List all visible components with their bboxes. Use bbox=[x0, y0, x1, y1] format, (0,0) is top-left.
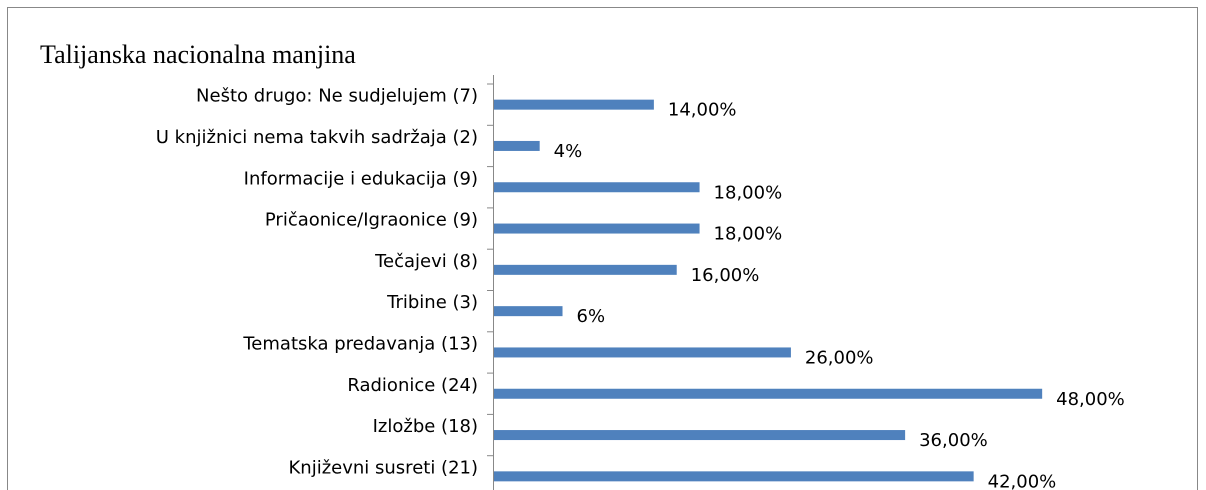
bar bbox=[494, 471, 974, 482]
category-label: Tematska predavanja (13) bbox=[242, 333, 478, 354]
category-label: Tečajevi (8) bbox=[374, 251, 478, 272]
bar bbox=[494, 388, 1043, 399]
category-label: Književni susreti (21) bbox=[289, 457, 479, 478]
value-label: 16,00% bbox=[691, 265, 760, 286]
bar bbox=[494, 347, 791, 358]
bar bbox=[494, 223, 700, 234]
bar bbox=[494, 430, 906, 441]
value-label: 36,00% bbox=[919, 430, 988, 451]
category-label: Tribine (3) bbox=[386, 292, 478, 313]
value-label: 18,00% bbox=[714, 224, 783, 245]
value-label: 48,00% bbox=[1056, 389, 1125, 410]
category-label: Izložbe (18) bbox=[373, 416, 478, 437]
value-label: 26,00% bbox=[805, 347, 874, 368]
chart-title: Talijanska nacionalna manjina bbox=[40, 40, 356, 69]
bar bbox=[494, 99, 654, 110]
value-label: 6% bbox=[577, 306, 606, 327]
category-label: Radionice (24) bbox=[347, 375, 478, 396]
bar bbox=[494, 140, 540, 151]
category-label: U knjižnici nema takvih sadržaja (2) bbox=[156, 127, 478, 148]
bar bbox=[494, 264, 677, 275]
bar bbox=[494, 182, 700, 193]
bar bbox=[494, 306, 563, 317]
category-label: Nešto drugo: Ne sudjelujem (7) bbox=[196, 86, 478, 107]
chart-border bbox=[7, 7, 1198, 490]
value-label: 42,00% bbox=[988, 471, 1057, 490]
value-label: 18,00% bbox=[714, 182, 783, 203]
category-label: Informacije i edukacija (9) bbox=[244, 168, 478, 189]
category-label: Pričaonice/Igraonice (9) bbox=[265, 210, 478, 231]
value-label: 4% bbox=[554, 141, 583, 162]
value-label: 14,00% bbox=[668, 100, 737, 121]
